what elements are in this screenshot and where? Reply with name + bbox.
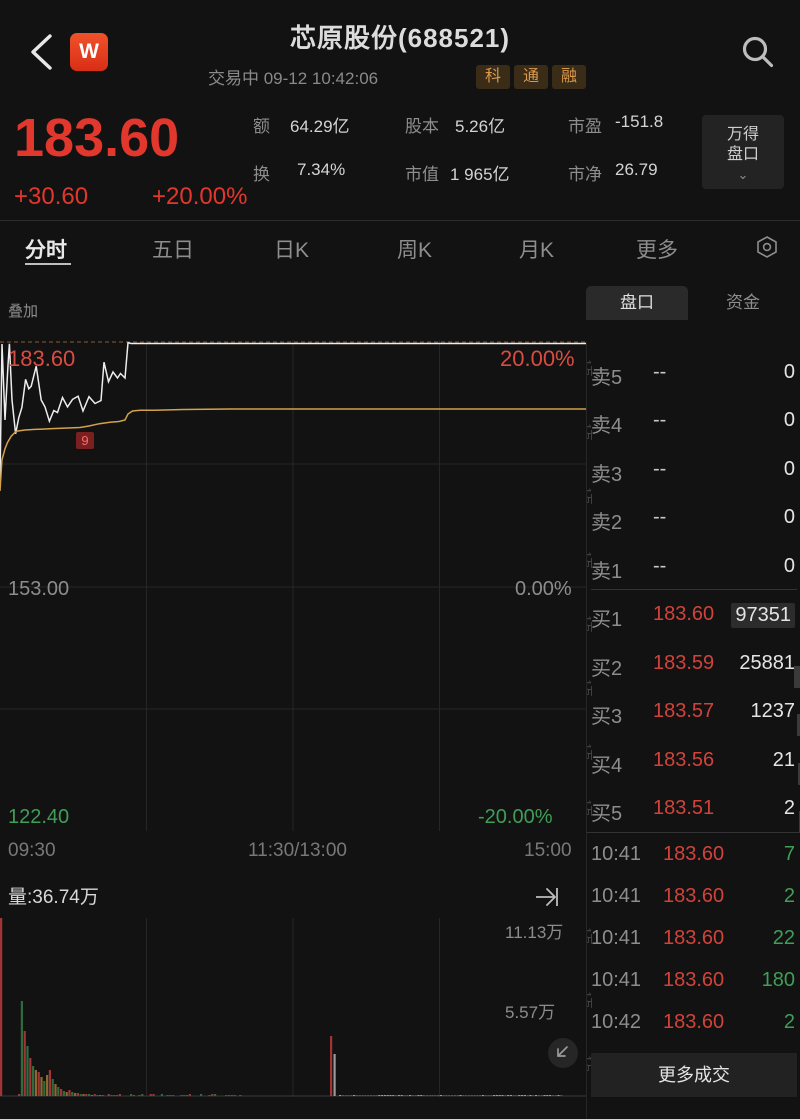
svg-text:9: 9 bbox=[81, 433, 88, 448]
